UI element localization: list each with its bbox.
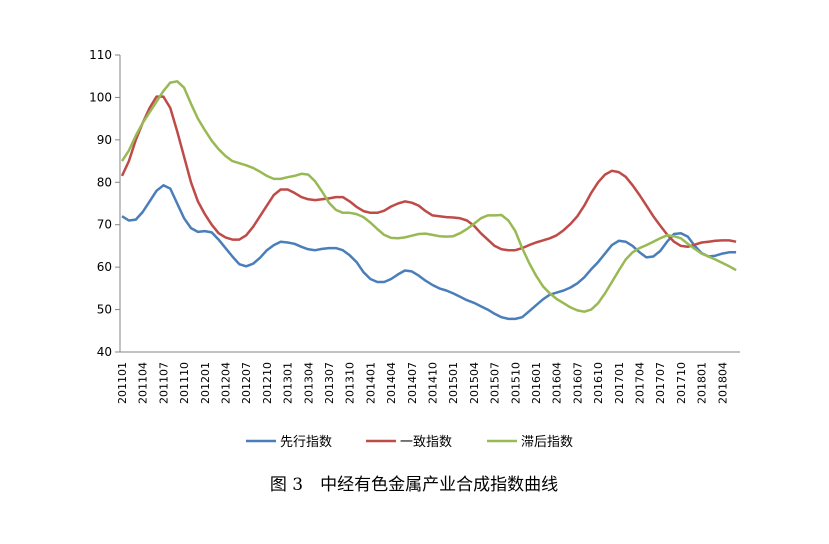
- x-tick-label: 201504: [468, 362, 481, 404]
- x-tick-label: 201501: [447, 362, 460, 404]
- legend-label: 先行指数: [280, 435, 332, 450]
- x-tick-label: 201704: [634, 362, 647, 404]
- x-tick-label: 201110: [178, 362, 191, 404]
- x-tick-label: 201310: [344, 362, 357, 404]
- x-tick-label: 201610: [592, 362, 605, 404]
- y-tick-label: 40: [97, 345, 112, 359]
- x-tick-label: 201207: [240, 362, 253, 404]
- x-tick-label: 201601: [530, 362, 543, 404]
- x-tick-label: 201301: [282, 362, 295, 404]
- x-tick-label: 201107: [157, 362, 170, 404]
- x-tick-label: 201201: [199, 362, 212, 404]
- y-tick-label: 70: [97, 218, 112, 232]
- x-tick-label: 201804: [716, 362, 729, 404]
- x-tick-label: 201401: [364, 362, 377, 404]
- x-tick-label: 201710: [675, 362, 688, 404]
- x-tick-label: 201701: [613, 362, 626, 404]
- y-tick-label: 90: [97, 133, 112, 147]
- series-line: [121, 184, 737, 321]
- x-tick-label: 201707: [654, 362, 667, 404]
- y-tick-label: 110: [89, 48, 112, 62]
- x-tick-label: 201210: [261, 362, 274, 404]
- series-line: [120, 95, 737, 252]
- x-tick-label: 201304: [302, 362, 315, 404]
- x-tick-label: 201404: [385, 362, 398, 404]
- x-tick-label: 201307: [323, 362, 336, 404]
- y-tick-label: 80: [97, 175, 112, 189]
- legend-label: 一致指数: [400, 435, 452, 450]
- y-tick-label: 50: [97, 303, 112, 317]
- x-tick-label: 201507: [489, 362, 502, 404]
- x-tick-label: 201801: [696, 362, 709, 404]
- x-tick-label: 201104: [137, 362, 150, 404]
- x-tick-label: 201410: [427, 362, 440, 404]
- x-tick-label: 201204: [220, 362, 233, 404]
- legend-label: 滞后指数: [521, 435, 573, 450]
- x-tick-label: 201604: [551, 362, 564, 404]
- series-line: [120, 80, 737, 313]
- y-tick-label: 60: [97, 260, 112, 274]
- x-tick-label: 201101: [116, 362, 129, 404]
- x-tick-label: 201407: [406, 362, 419, 404]
- y-tick-label: 100: [89, 90, 112, 104]
- x-tick-label: 201510: [509, 362, 522, 404]
- caption: 图 3 中经有色金属产业合成指数曲线: [270, 475, 558, 495]
- x-tick-label: 201607: [571, 362, 584, 404]
